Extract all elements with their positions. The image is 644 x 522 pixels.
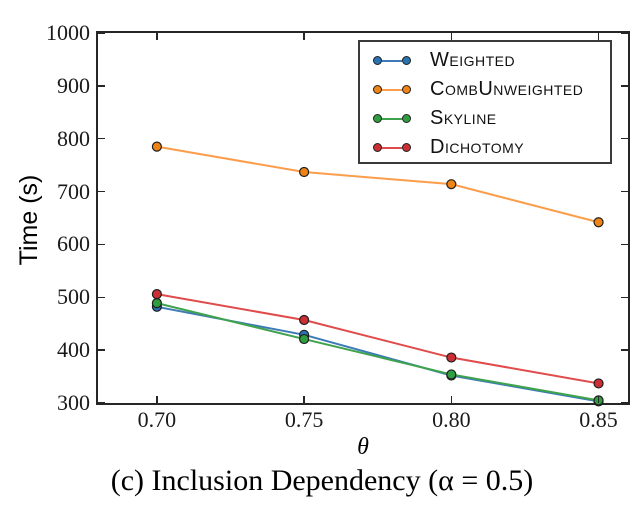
legend-label: Skyline	[430, 107, 497, 129]
y-tick-label: 900	[57, 72, 90, 98]
y-tick	[98, 402, 105, 404]
y-tick	[621, 349, 628, 351]
y-tick	[98, 32, 105, 34]
y-tick	[98, 85, 105, 87]
y-tick	[98, 349, 105, 351]
legend-marker-icon	[373, 143, 411, 152]
legend-label: CombUnweighted	[430, 78, 584, 100]
y-tick	[98, 243, 105, 246]
series-marker-combunweighted	[446, 179, 457, 190]
y-tick	[98, 190, 105, 193]
legend-item-combunweighted: CombUnweighted	[360, 75, 610, 104]
y-tick-label: 300	[57, 390, 90, 415]
y-tick-label: 500	[57, 284, 90, 310]
x-tick	[156, 33, 158, 40]
series-line-skyline	[156, 302, 599, 402]
series-marker-dichotomy	[299, 314, 310, 326]
legend-label: Weighted	[430, 49, 516, 71]
x-tick	[303, 396, 305, 403]
x-tick	[303, 33, 305, 40]
y-tick	[621, 85, 628, 87]
x-tick-label: 0.70	[137, 407, 177, 432]
series-marker-dichotomy	[446, 352, 457, 363]
series-marker-skyline	[446, 369, 457, 380]
series-marker-skyline	[151, 298, 162, 309]
series-line-dichotomy	[156, 293, 599, 385]
y-tick	[621, 137, 628, 140]
x-tick	[450, 396, 453, 403]
x-tick-label: 0.80	[432, 407, 471, 432]
chart-canvas	[151, 141, 604, 407]
y-tick	[621, 190, 628, 193]
y-tick	[621, 296, 628, 299]
x-tick	[597, 396, 600, 403]
series-line-weighted	[156, 305, 599, 403]
y-tick-label: 1000	[46, 20, 90, 45]
y-tick	[621, 402, 628, 404]
y-tick-label: 800	[57, 125, 90, 151]
plot-area	[98, 32, 628, 407]
legend-marker-icon	[373, 85, 411, 94]
figure-caption: (c) Inclusion Dependency (α = 0.5)	[110, 464, 534, 497]
legend-label: Dichotomy	[430, 136, 525, 158]
y-tick-label: 700	[57, 178, 90, 204]
legend: Weighted CombUnweighted Skyline Dichotomy	[358, 40, 612, 164]
x-tick	[156, 396, 158, 403]
x-tick	[597, 33, 600, 40]
series-line-combunweighted	[156, 145, 599, 224]
legend-marker-icon	[373, 114, 411, 123]
y-tick	[98, 137, 105, 140]
x-tick	[450, 33, 453, 40]
y-axis-title: Time (s)	[15, 174, 43, 266]
x-axis-title: θ	[357, 434, 369, 460]
y-tick-label: 600	[57, 231, 90, 257]
series-marker-dichotomy	[593, 378, 604, 389]
legend-item-skyline: Skyline	[360, 104, 610, 133]
legend-item-dichotomy: Dichotomy	[360, 133, 610, 162]
series-marker-combunweighted	[151, 141, 162, 152]
legend-item-weighted: Weighted	[360, 46, 610, 75]
series-marker-combunweighted	[299, 166, 310, 178]
x-tick-label: 0.85	[579, 407, 618, 432]
axes-spines	[96, 31, 630, 405]
series-marker-skyline	[299, 333, 310, 345]
y-tick	[621, 32, 628, 34]
legend-marker-icon	[373, 56, 411, 65]
y-tick-label: 400	[57, 337, 90, 363]
y-tick	[98, 296, 105, 299]
y-tick	[621, 243, 628, 246]
series-marker-dichotomy	[151, 289, 162, 300]
x-tick-label: 0.75	[284, 407, 324, 432]
series-marker-combunweighted	[593, 217, 604, 228]
